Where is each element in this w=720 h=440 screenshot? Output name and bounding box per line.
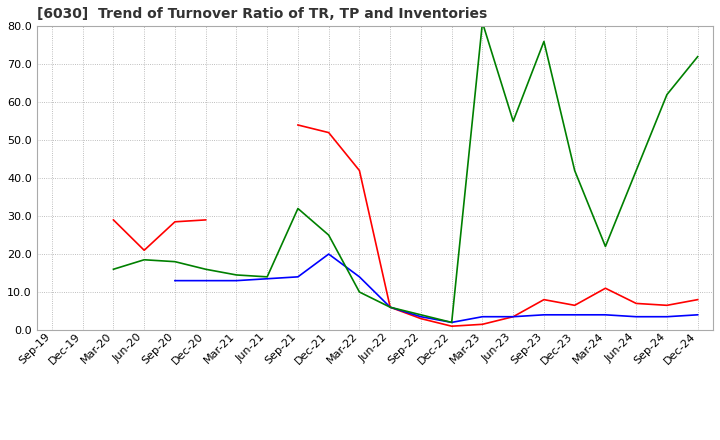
Trade Receivables — [386, 304, 395, 310]
Inventories — [478, 20, 487, 25]
Trade Payables — [232, 278, 240, 283]
Inventories — [417, 312, 426, 317]
Inventories — [171, 259, 179, 264]
Trade Receivables — [294, 122, 302, 128]
Trade Receivables — [325, 130, 333, 135]
Line: Inventories: Inventories — [114, 22, 698, 323]
Trade Receivables — [478, 322, 487, 327]
Trade Receivables — [570, 303, 579, 308]
Trade Receivables — [662, 303, 671, 308]
Trade Payables — [601, 312, 610, 317]
Inventories — [632, 168, 641, 173]
Inventories — [662, 92, 671, 97]
Trade Payables — [539, 312, 548, 317]
Inventories — [263, 274, 271, 279]
Trade Payables — [509, 314, 518, 319]
Trade Receivables — [509, 314, 518, 319]
Inventories — [570, 168, 579, 173]
Trade Receivables — [140, 248, 148, 253]
Inventories — [601, 244, 610, 249]
Trade Payables — [632, 314, 641, 319]
Line: Trade Payables: Trade Payables — [175, 254, 698, 323]
Trade Receivables — [693, 297, 702, 302]
Trade Receivables — [355, 168, 364, 173]
Line: Trade Receivables: Trade Receivables — [114, 125, 698, 326]
Trade Payables — [294, 274, 302, 279]
Trade Payables — [202, 278, 210, 283]
Inventories — [325, 232, 333, 238]
Trade Receivables — [447, 323, 456, 329]
Trade Payables — [325, 251, 333, 257]
Inventories — [693, 54, 702, 59]
Trade Payables — [570, 312, 579, 317]
Trade Payables — [355, 274, 364, 279]
Inventories — [140, 257, 148, 262]
Trade Receivables — [109, 217, 118, 223]
Inventories — [509, 118, 518, 124]
Inventories — [355, 290, 364, 295]
Trade Receivables — [601, 286, 610, 291]
Trade Payables — [447, 320, 456, 325]
Trade Payables — [263, 276, 271, 282]
Inventories — [539, 39, 548, 44]
Trade Receivables — [632, 301, 641, 306]
Inventories — [232, 272, 240, 278]
Trade Receivables — [417, 316, 426, 321]
Inventories — [386, 304, 395, 310]
Trade Receivables — [171, 219, 179, 224]
Trade Receivables — [539, 297, 548, 302]
Trade Receivables — [202, 217, 210, 223]
Inventories — [109, 267, 118, 272]
Inventories — [202, 267, 210, 272]
Trade Payables — [386, 304, 395, 310]
Trade Payables — [478, 314, 487, 319]
Trade Payables — [693, 312, 702, 317]
Text: [6030]  Trend of Turnover Ratio of TR, TP and Inventories: [6030] Trend of Turnover Ratio of TR, TP… — [37, 7, 487, 21]
Inventories — [447, 320, 456, 325]
Trade Payables — [171, 278, 179, 283]
Trade Payables — [662, 314, 671, 319]
Trade Payables — [417, 314, 426, 319]
Inventories — [294, 206, 302, 211]
